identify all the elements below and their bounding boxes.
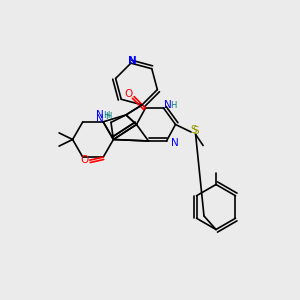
Text: S: S [190,124,197,135]
Text: H: H [105,112,112,121]
Text: N: N [128,56,137,66]
Text: N: N [164,100,172,110]
Text: N: N [96,114,104,124]
Text: N: N [171,138,179,148]
Text: H: H [170,100,176,109]
Text: H: H [103,111,110,120]
Text: S: S [193,125,199,136]
Text: N: N [96,110,104,120]
Text: O: O [124,89,133,99]
Text: O: O [80,155,88,165]
